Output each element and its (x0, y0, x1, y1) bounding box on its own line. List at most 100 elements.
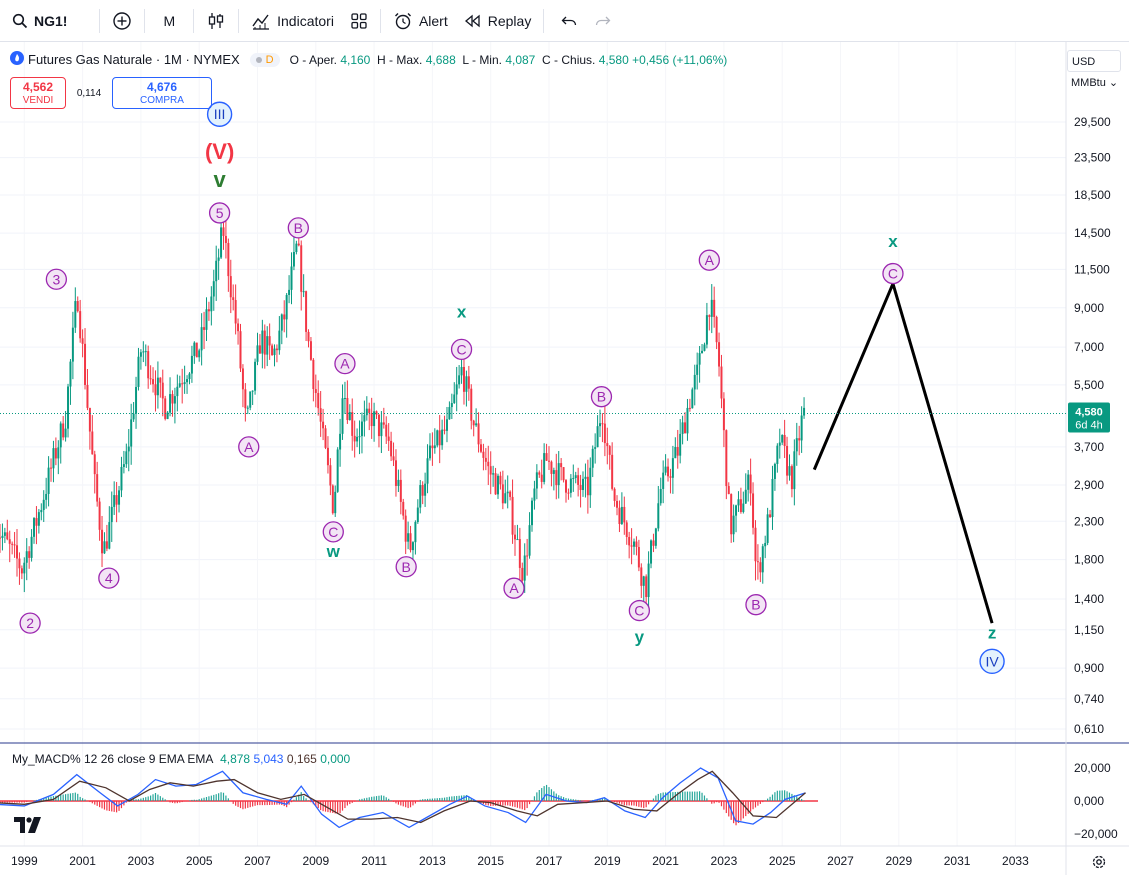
candle-body (375, 411, 378, 415)
candle-body (773, 463, 776, 479)
candle-body (759, 562, 762, 573)
signal-line (0, 770, 806, 824)
x-tick-label: 2001 (69, 854, 96, 868)
candle-body (628, 537, 631, 546)
candle-body (776, 445, 779, 464)
chart-legend: Futures Gas Naturale · 1M · NYMEX D O - … (10, 51, 727, 68)
open-label: O - Aper. (289, 52, 337, 67)
wave-label-circle (334, 352, 356, 375)
alert-button[interactable]: Alert (385, 6, 456, 36)
interval-button[interactable]: M (149, 6, 189, 36)
redo-button[interactable] (586, 6, 620, 36)
settings-button[interactable] (1091, 854, 1107, 875)
candle-body (261, 330, 264, 354)
x-tick-label: 2005 (186, 854, 213, 868)
candle-body (613, 488, 616, 501)
candle-body (713, 299, 716, 317)
candle-body (271, 345, 274, 356)
last-price-tag (1068, 402, 1110, 433)
candle-body (317, 392, 320, 409)
candle-body (358, 436, 361, 438)
candle-body (69, 361, 72, 387)
chart-type-button[interactable] (198, 6, 234, 36)
wave-label: C (634, 603, 644, 619)
candle-body (718, 342, 721, 367)
candle-body (224, 235, 227, 243)
candle-body (394, 460, 397, 486)
candle-body (737, 499, 740, 506)
x-tick-label: 2003 (128, 854, 155, 868)
candle-body (725, 430, 728, 487)
candle-body (798, 438, 801, 441)
low-value: 4,087 (505, 52, 536, 67)
candle-body (336, 449, 339, 492)
candle-body (803, 407, 806, 416)
candle-body (47, 467, 50, 494)
currency-selector[interactable]: USD (1067, 50, 1121, 72)
candle-body (18, 558, 21, 569)
candle-body (705, 315, 708, 345)
wave-label: C (888, 266, 898, 282)
undo-button[interactable] (552, 6, 586, 36)
sell-button[interactable]: 4,562 VENDI (10, 77, 66, 109)
candle-body (669, 476, 672, 478)
candle-body (640, 567, 643, 586)
add-symbol-button[interactable] (104, 6, 140, 36)
candle-body (198, 350, 201, 358)
wave-label: 2 (26, 615, 34, 631)
candle-body (654, 528, 657, 546)
indicators-label: Indicatori (277, 12, 334, 29)
candle-body (346, 398, 349, 421)
unit-selector[interactable]: MMBtu ⌄ (1067, 72, 1121, 94)
candles-icon (206, 11, 226, 31)
replay-button[interactable]: Replay (456, 6, 540, 36)
candle-body (421, 485, 424, 496)
wave-label-circle (745, 594, 767, 616)
wave-label-circle (208, 202, 231, 224)
macd-value-4: 0,000 (320, 752, 351, 766)
y-tick-label: 11,500 (1074, 262, 1110, 276)
chart-area[interactable]: 29,500 23,500 18,500 14,500 11,500 9,000 7,000… (0, 42, 1129, 875)
macd-name[interactable]: My_MACD% 12 26 close 9 EMA EMA (12, 752, 214, 766)
tradingview-logo[interactable] (14, 817, 44, 838)
candle-body (611, 454, 614, 489)
buy-button[interactable]: 4,676 COMPRA (112, 77, 212, 109)
candle-body (40, 510, 43, 513)
source-badge[interactable]: D (249, 52, 280, 67)
candle-body (98, 501, 101, 530)
candle-body (147, 351, 150, 379)
candle-body (416, 507, 419, 523)
x-tick-label: 2031 (944, 854, 971, 868)
candle-body (637, 546, 640, 568)
candle-body (103, 541, 106, 554)
wave-label-circle (979, 648, 1005, 675)
candle-body (652, 540, 655, 546)
y-tick-label: 7,000 (1074, 340, 1104, 354)
chart-canvas[interactable]: 29,500 23,500 18,500 14,500 11,500 9,000 7,000… (0, 42, 1129, 875)
wave-label-circle (238, 436, 260, 458)
symbol-search-button[interactable]: NG1! (4, 6, 75, 36)
candle-body (319, 408, 322, 422)
candle-body (800, 415, 803, 441)
top-toolbar: NG1! M Indicatori (0, 0, 1129, 42)
candle-body (382, 422, 385, 425)
candle-body (110, 506, 113, 523)
candle-body (458, 375, 461, 385)
candle-body (479, 444, 482, 452)
wave-label: 5 (216, 205, 224, 221)
x-tick-label: 2007 (244, 854, 271, 868)
candle-body (662, 472, 665, 489)
candle-body (557, 463, 560, 486)
candle-body (769, 514, 772, 518)
candle-body (25, 551, 28, 563)
symbol-title[interactable]: Futures Gas Naturale · 1M · NYMEX (28, 52, 240, 67)
indicators-button[interactable]: Indicatori (243, 6, 342, 36)
candle-body (574, 475, 577, 479)
x-tick-label: 2017 (536, 854, 563, 868)
layouts-button[interactable] (342, 6, 376, 36)
x-tick-label: 2027 (827, 854, 854, 868)
candle-body (506, 491, 509, 494)
x-tick-label: 2033 (1002, 854, 1029, 868)
high-label: H - Max. (377, 52, 423, 67)
dot-icon (255, 56, 262, 63)
